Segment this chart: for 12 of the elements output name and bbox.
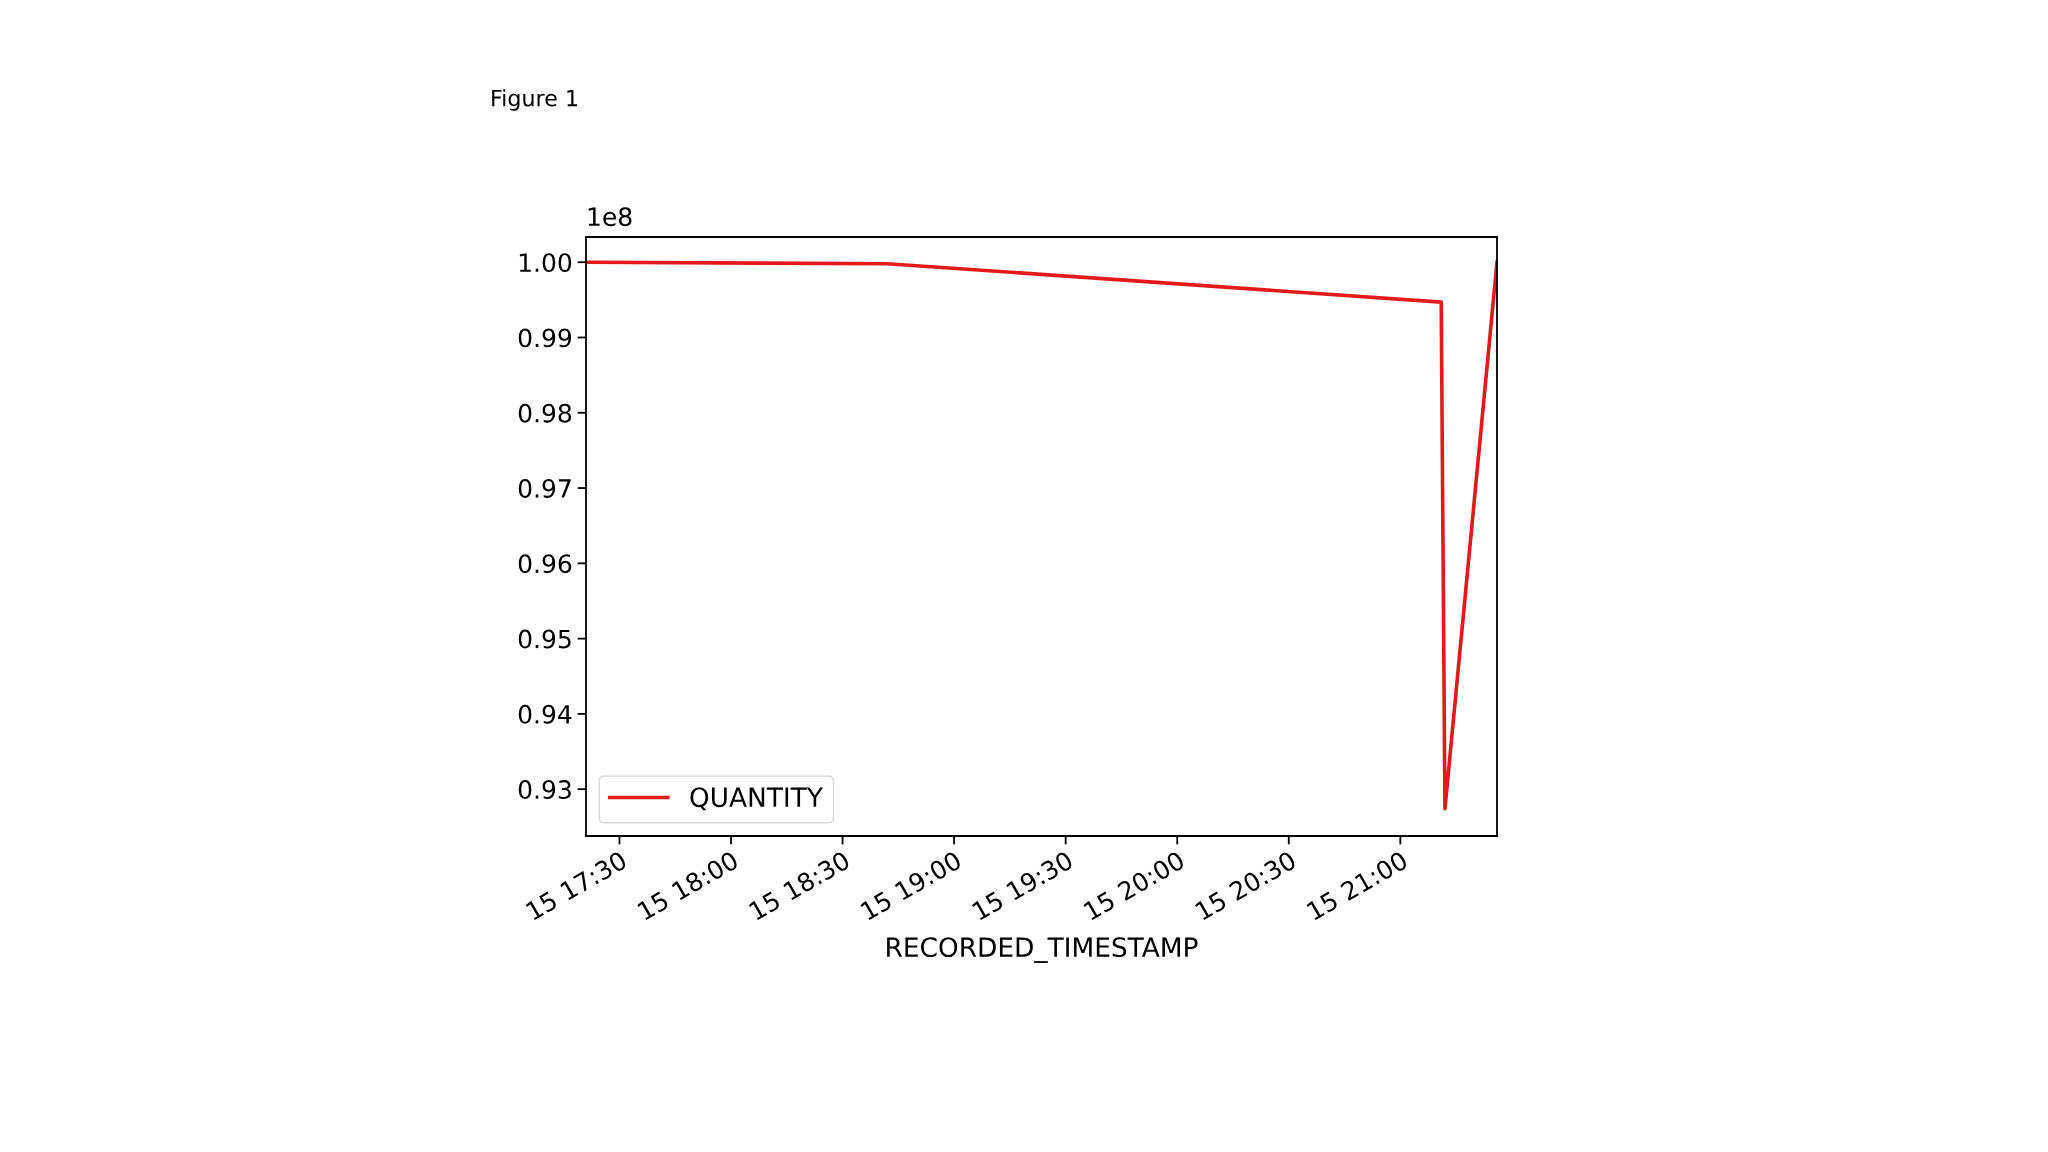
y-tick-label: 0.94 bbox=[518, 704, 572, 724]
y-tick-label: 0.93 bbox=[518, 780, 571, 800]
caption: Figure 1 bbox=[492, 89, 577, 111]
y-tick-label: 0.97 bbox=[518, 479, 571, 498]
y-tick-label: 0.98 bbox=[518, 403, 572, 423]
text: 1e8 bbox=[588, 207, 632, 227]
y-tick-label: 0.95 bbox=[518, 629, 571, 649]
y-tick-label: 0.96 bbox=[518, 554, 572, 574]
legend-label: QUANTITY bbox=[690, 787, 823, 811]
y-tick-label: 0.99 bbox=[518, 328, 572, 348]
x-axis-title: RECORDED_TIMESTAMP bbox=[887, 937, 1198, 963]
y-tick-label: 1.00 bbox=[519, 253, 572, 273]
